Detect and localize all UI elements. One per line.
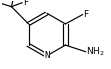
- Text: N: N: [44, 51, 50, 60]
- Text: NH$_2$: NH$_2$: [86, 45, 105, 58]
- Text: F: F: [83, 10, 88, 19]
- Text: F: F: [23, 0, 28, 7]
